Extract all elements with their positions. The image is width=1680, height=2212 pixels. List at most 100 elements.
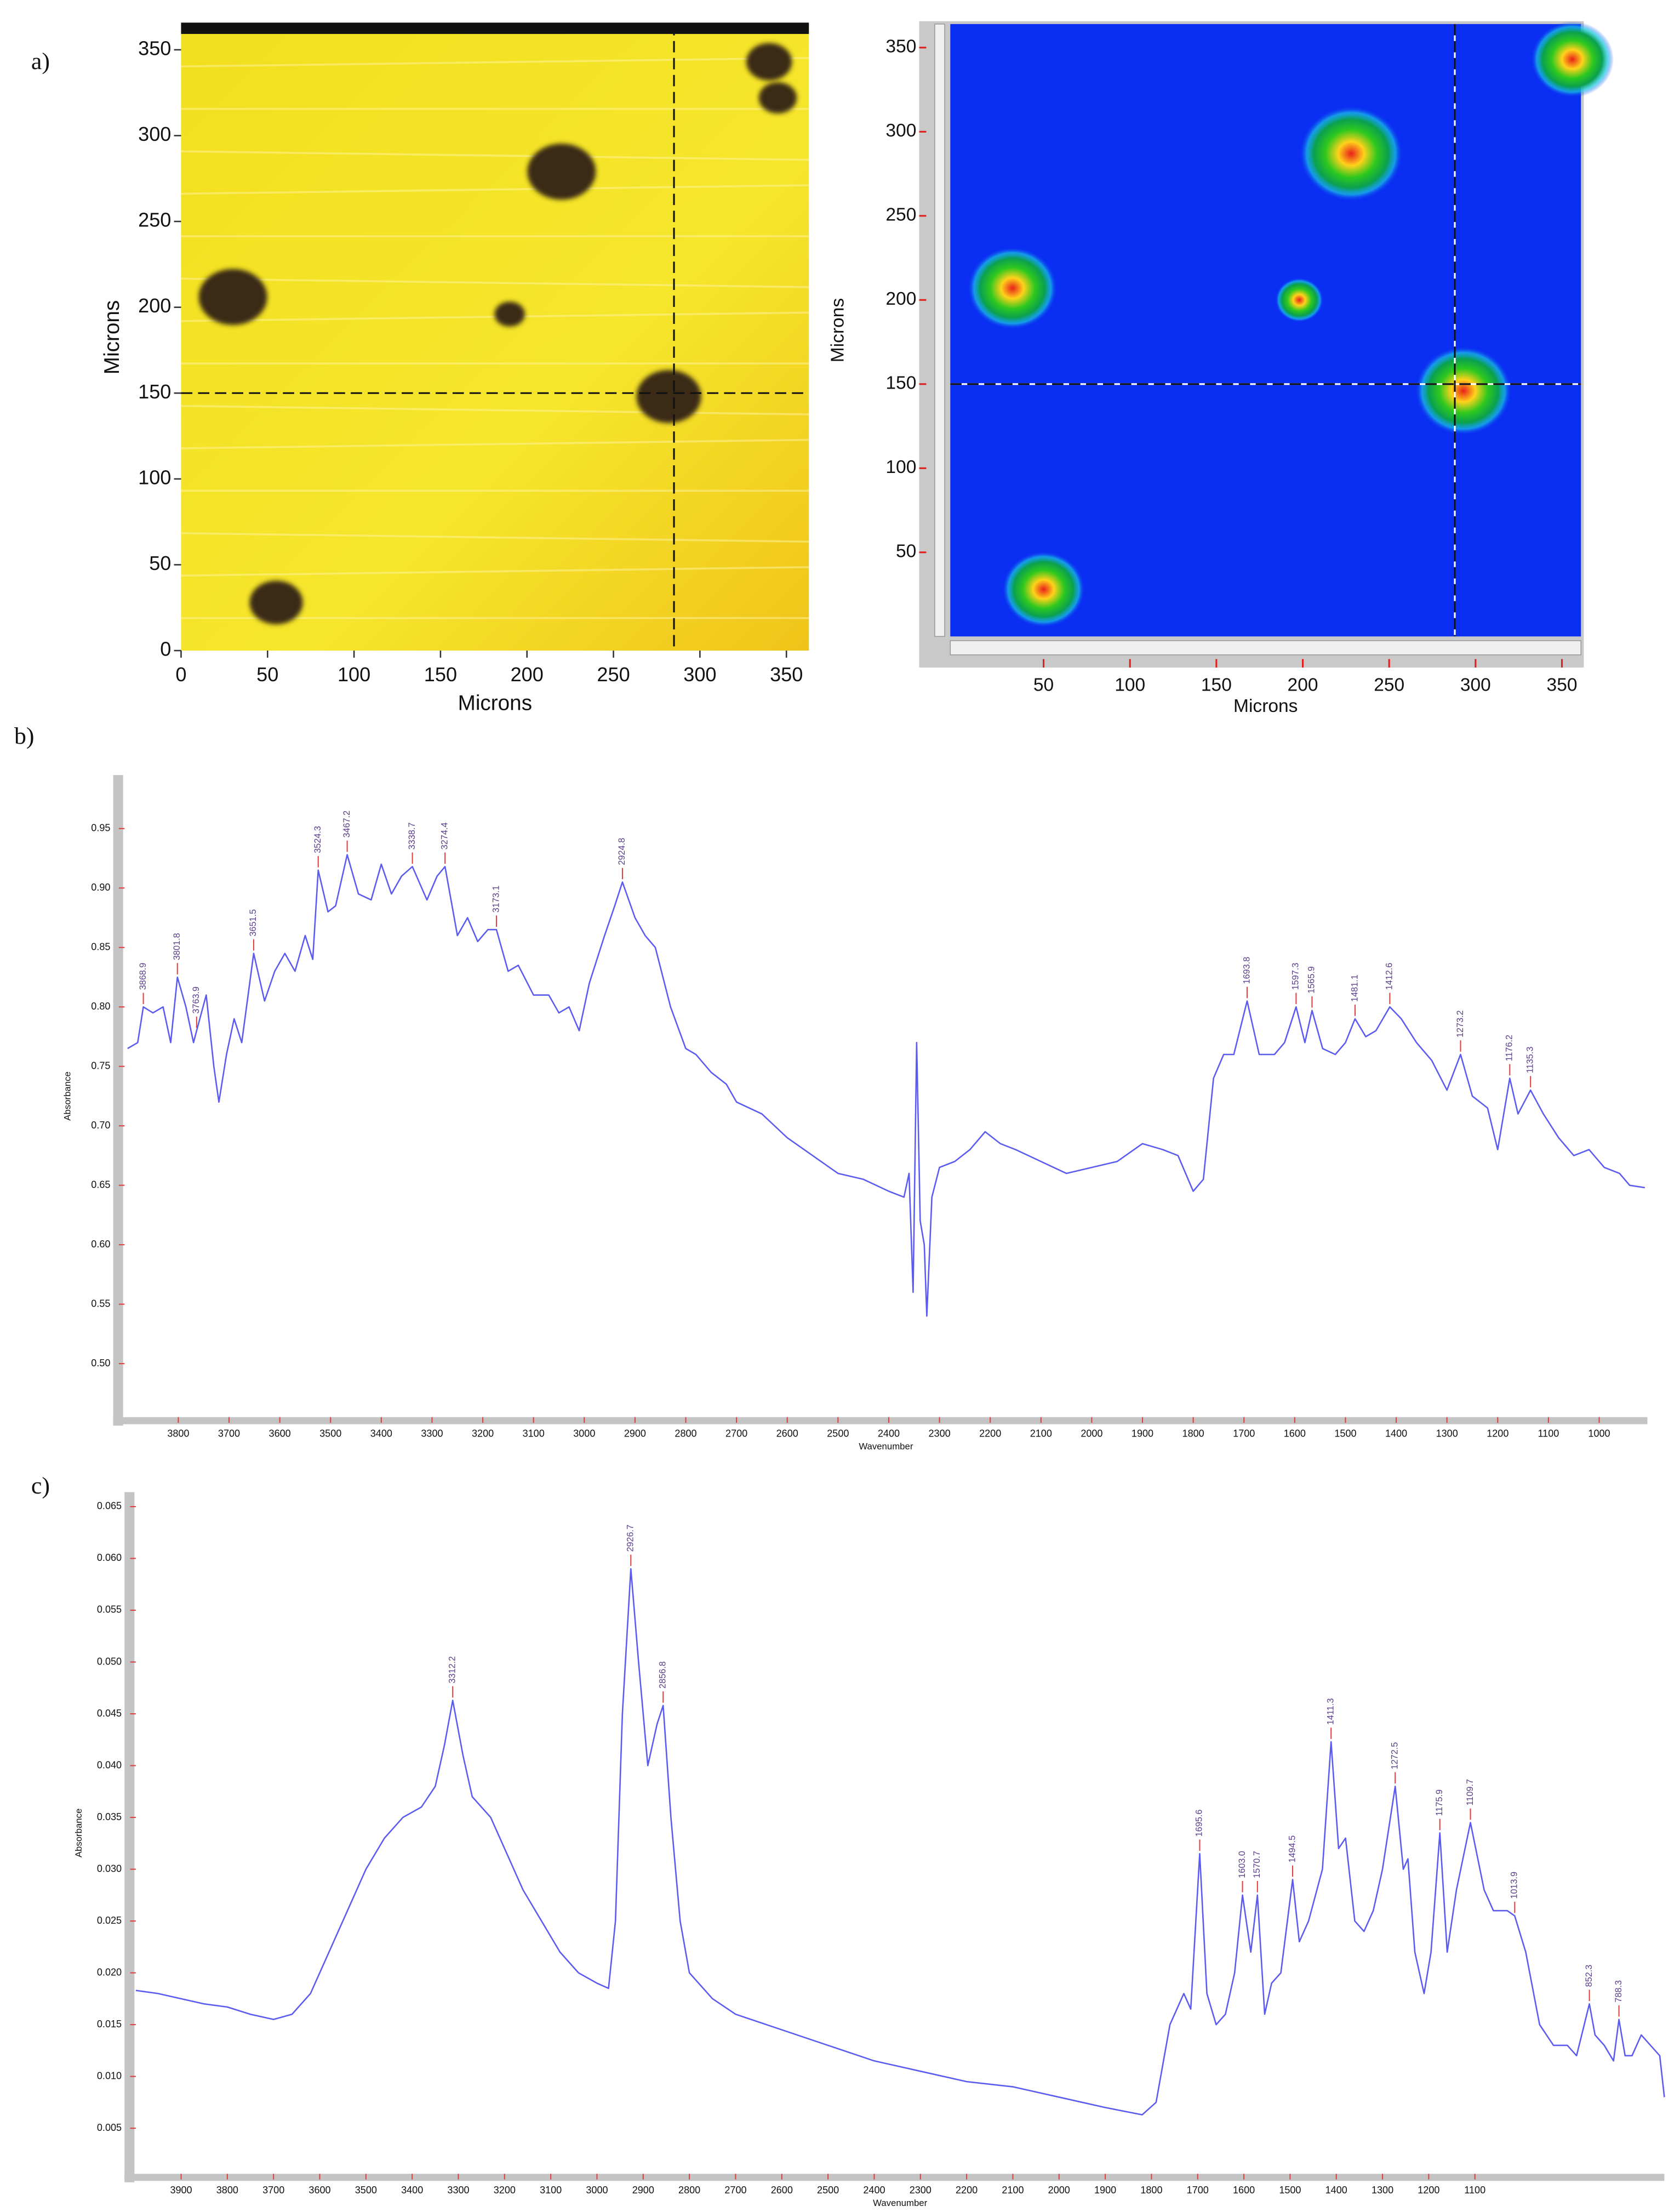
x-tick-label: 3800 <box>216 2185 238 2196</box>
peak-label: 1693.8 <box>1242 957 1252 984</box>
y-tick-label: 0.85 <box>91 942 110 953</box>
x-tick-label: 2000 <box>1048 2185 1070 2196</box>
y-tick-label: 0.050 <box>97 1656 122 1667</box>
x-tick-label: 250 <box>1374 675 1404 695</box>
texture-streak <box>181 277 809 288</box>
x-axis-title: Wavenumber <box>873 2198 927 2208</box>
x-axis-title: Wavenumber <box>859 1441 913 1451</box>
x-tick-label: 3700 <box>262 2185 284 2196</box>
x-tick-label: 0 <box>175 663 186 686</box>
y-tick-label: 0.80 <box>91 1001 110 1012</box>
x-tick-label: 3400 <box>370 1428 392 1439</box>
y-tick-label: 250 <box>885 205 916 225</box>
y-tick-label: 300 <box>138 123 171 145</box>
y-tick-label: 200 <box>138 294 171 317</box>
y-tick-label: 0.95 <box>91 823 110 834</box>
x-tick-label: 150 <box>424 663 457 686</box>
peak-label: 1565.9 <box>1307 966 1317 994</box>
x-tick-label: 300 <box>683 663 716 686</box>
particle <box>746 43 792 81</box>
x-tick-label: 3000 <box>586 2185 608 2196</box>
peak-label: 1272.5 <box>1390 1742 1400 1770</box>
y-tick-label: 0.55 <box>91 1298 110 1309</box>
map-spot <box>1530 21 1614 98</box>
x-tick-label: 2400 <box>878 1428 900 1439</box>
y-tick-label: 50 <box>896 541 916 562</box>
x-tick-label: 300 <box>1460 675 1491 695</box>
y-tick-label: 0.70 <box>91 1120 110 1131</box>
y-tick-label: 0 <box>160 638 171 660</box>
x-tick-label: 3500 <box>319 1428 341 1439</box>
peak-label: 3651.5 <box>248 909 258 937</box>
x-tick-label: 3700 <box>218 1428 240 1439</box>
x-tick-label: 200 <box>511 663 544 686</box>
y-tick-label: 0.040 <box>97 1759 122 1770</box>
x-tick-label: 3300 <box>447 2185 469 2196</box>
x-tick-label: 1500 <box>1334 1428 1356 1439</box>
particle <box>758 82 797 113</box>
texture-streak <box>181 532 809 543</box>
peak-label: 1494.5 <box>1287 1835 1297 1863</box>
x-tick-label: 3900 <box>170 2185 192 2196</box>
x-tick-label: 1300 <box>1372 2185 1393 2196</box>
y-tick-label: 0.045 <box>97 1708 122 1719</box>
x-tick-label: 1900 <box>1132 1428 1153 1439</box>
x-tick-label: 2100 <box>1030 1428 1052 1439</box>
x-tick-label: 1200 <box>1487 1428 1508 1439</box>
x-tick-label: 1600 <box>1233 2185 1255 2196</box>
texture-streak <box>181 404 809 415</box>
x-tick-label: 1300 <box>1436 1428 1458 1439</box>
panel-label: b) <box>14 723 35 749</box>
x-tick-label: 1800 <box>1140 2185 1162 2196</box>
y-tick-label: 200 <box>885 289 916 309</box>
y-tick-label: 0.015 <box>97 2019 122 2029</box>
y-tick-label: 0.025 <box>97 1915 122 1926</box>
y-tick-label: 0.035 <box>97 1811 122 1822</box>
peak-label: 2926.7 <box>626 1525 636 1552</box>
y-tick-label: 350 <box>138 37 171 59</box>
peak-label: 3274.4 <box>439 823 449 850</box>
x-tick-label: 3300 <box>421 1428 443 1439</box>
x-tick-label: 1900 <box>1094 2185 1116 2196</box>
x-tick-label: 250 <box>597 663 630 686</box>
peak-label: 1603.0 <box>1237 1851 1247 1878</box>
x-tick-label: 1700 <box>1233 1428 1255 1439</box>
peak-label: 3338.7 <box>407 823 417 850</box>
particle <box>198 269 267 325</box>
peak-label: 2924.8 <box>617 838 627 865</box>
peak-label: 1273.2 <box>1455 1010 1465 1037</box>
y-tick-label: 0.60 <box>91 1239 110 1250</box>
y-axis-bar <box>124 1492 135 2182</box>
x-tick-label: 1100 <box>1538 1428 1559 1439</box>
particle <box>249 580 303 625</box>
peak-label: 3524.3 <box>313 826 323 853</box>
x-tick-label: 2600 <box>776 1428 798 1439</box>
x-tick-label: 1700 <box>1187 2185 1209 2196</box>
x-tick-label: 3600 <box>308 2185 330 2196</box>
x-tick-label: 350 <box>1547 675 1578 695</box>
y-axis-title: Microns <box>827 298 848 362</box>
panel-label: a) <box>31 48 50 75</box>
peak-label: 1570.7 <box>1252 1851 1262 1878</box>
y-axis-bar <box>113 775 123 1426</box>
y-tick-label: 350 <box>885 37 916 57</box>
peak-label: 1597.3 <box>1291 963 1301 990</box>
x-tick-label: 200 <box>1288 675 1318 695</box>
scrollbar-left <box>934 24 945 637</box>
y-tick-label: 0.055 <box>97 1604 122 1615</box>
y-axis-title: Microns <box>100 300 124 374</box>
x-tick-label: 2500 <box>817 2185 839 2196</box>
x-tick-label: 1200 <box>1418 2185 1439 2196</box>
y-tick-label: 50 <box>149 552 171 574</box>
x-tick-label: 3200 <box>494 2185 516 2196</box>
x-tick-label: 2600 <box>771 2185 793 2196</box>
y-tick-label: 0.65 <box>91 1179 110 1190</box>
y-tick-label: 0.060 <box>97 1552 122 1563</box>
particle <box>527 144 596 200</box>
peak-label: 3801.8 <box>172 933 182 960</box>
x-tick-label: 50 <box>1033 675 1054 695</box>
y-tick-label: 300 <box>885 121 916 141</box>
x-tick-label: 1100 <box>1464 2185 1485 2196</box>
x-tick-label: 2300 <box>928 1428 950 1439</box>
map-spot <box>1415 346 1512 436</box>
